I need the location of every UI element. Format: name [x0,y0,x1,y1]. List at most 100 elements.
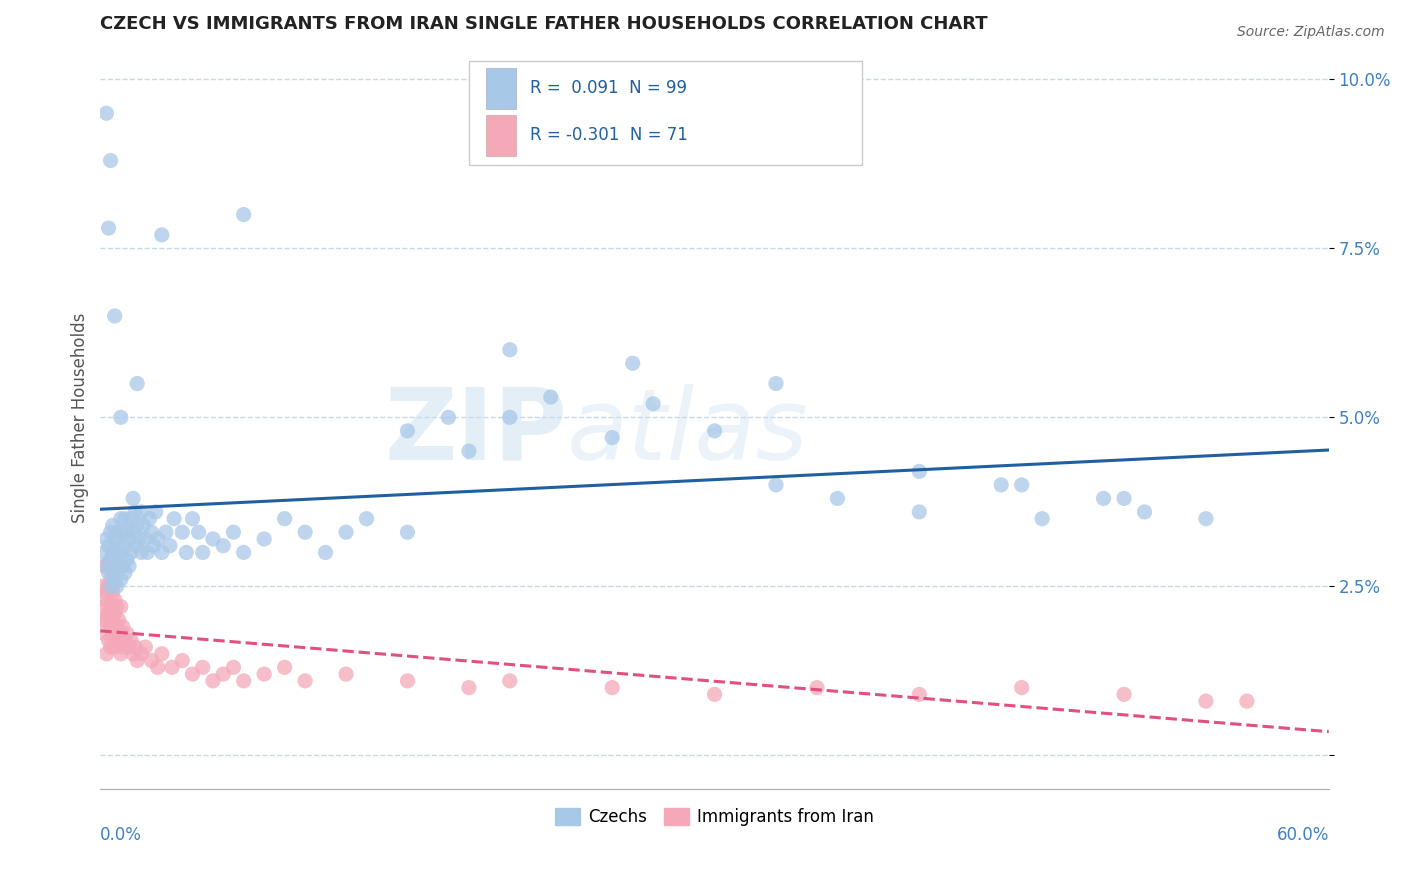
Point [101,566,124,580]
Point [122,525,145,540]
Point [136,545,159,559]
Point [294,673,316,688]
Point [124,505,146,519]
Point [93,559,115,574]
Point [97,633,120,648]
Point [437,410,460,425]
Point [1031,511,1053,525]
Point [1236,694,1258,708]
Text: 60.0%: 60.0% [1277,826,1329,844]
Point [621,356,644,370]
Point [107,613,129,627]
Point [104,592,127,607]
Point [105,525,128,540]
Point [600,681,623,695]
FancyBboxPatch shape [486,115,516,156]
Point [114,511,136,525]
Point [232,673,254,688]
Point [1011,681,1033,695]
Point [457,444,479,458]
Point [315,545,337,559]
Point [105,599,128,614]
Point [96,106,118,120]
Point [105,579,128,593]
Point [273,511,295,525]
Point [110,599,132,614]
Point [163,511,186,525]
Point [104,559,127,574]
Point [990,478,1012,492]
Point [101,626,124,640]
Point [600,431,623,445]
Point [100,573,122,587]
Point [335,525,357,540]
Point [104,640,127,654]
Point [129,545,152,559]
Point [122,491,145,506]
Point [111,640,134,654]
Point [120,545,142,559]
Point [232,545,254,559]
Point [150,227,173,242]
Text: R = -0.301  N = 71: R = -0.301 N = 71 [530,127,688,145]
Point [145,505,167,519]
Point [101,586,124,600]
Point [176,545,198,559]
Point [1112,491,1135,506]
Text: 0.0%: 0.0% [100,826,142,844]
Point [122,647,145,661]
Point [134,532,156,546]
Point [101,613,124,627]
Point [155,525,177,540]
Point [93,545,115,559]
Point [138,511,160,525]
Text: ZIP: ZIP [384,384,567,481]
Point [104,532,127,546]
Y-axis label: Single Father Households: Single Father Households [72,312,89,523]
Point [96,613,118,627]
Point [160,660,183,674]
Point [118,532,141,546]
Point [908,687,931,701]
Point [132,518,155,533]
Point [100,552,122,566]
Point [110,545,132,559]
Point [91,579,114,593]
Point [124,640,146,654]
Point [765,478,787,492]
Point [129,647,152,661]
Point [540,390,562,404]
Point [827,491,849,506]
Point [212,667,235,681]
Point [97,539,120,553]
Point [110,511,132,525]
Text: CZECH VS IMMIGRANTS FROM IRAN SINGLE FATHER HOUSEHOLDS CORRELATION CHART: CZECH VS IMMIGRANTS FROM IRAN SINGLE FAT… [100,15,988,33]
Point [806,681,828,695]
Text: R =  0.091  N = 99: R = 0.091 N = 99 [530,79,688,97]
Point [115,552,138,566]
Point [703,424,725,438]
Point [100,620,122,634]
Point [908,464,931,478]
Point [1133,505,1156,519]
Point [141,654,163,668]
Point [96,586,118,600]
Point [120,633,142,648]
Point [273,660,295,674]
Point [114,633,136,648]
Point [118,559,141,574]
Point [908,505,931,519]
Point [127,518,149,533]
Point [335,667,357,681]
Point [222,525,245,540]
Point [105,633,128,648]
Point [396,525,419,540]
Point [104,607,127,621]
Point [114,566,136,580]
Point [222,660,245,674]
Point [111,525,134,540]
Point [110,626,132,640]
Point [110,410,132,425]
Point [93,599,115,614]
Point [100,599,122,614]
